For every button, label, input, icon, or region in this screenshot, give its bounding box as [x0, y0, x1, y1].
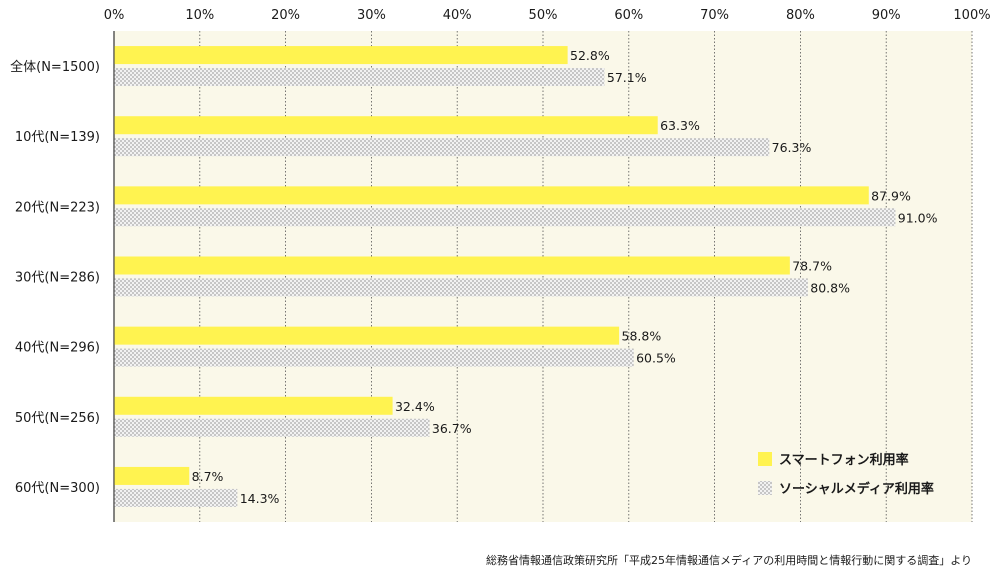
gridlines: [113, 31, 973, 522]
data-label: 63.3%: [660, 118, 700, 133]
source-note: 総務省情報通信政策研究所「平成25年情報通信メディアの利用時間と情報行動に関する…: [486, 553, 972, 567]
category-label: 60代(N=300): [15, 481, 100, 496]
data-label: 60.5%: [636, 351, 676, 366]
social-media-bar: [114, 68, 605, 87]
category-label: 30代(N=286): [15, 271, 100, 286]
legend-label: ソーシャルメディア利用率: [779, 481, 934, 497]
category-label: 10代(N=139): [15, 130, 100, 145]
legend-swatch-smartphone: [758, 452, 772, 466]
social-media-bar: [114, 138, 770, 157]
data-label: 80.8%: [810, 281, 850, 296]
data-label: 91.0%: [898, 210, 938, 225]
smartphone-bar: [114, 326, 620, 345]
legend-label: スマートフォン利用率: [779, 452, 909, 468]
category-label: 50代(N=256): [15, 411, 100, 426]
legend-swatch-social-media: [758, 481, 772, 495]
data-label: 8.7%: [192, 469, 224, 484]
data-label: 58.8%: [622, 329, 662, 344]
x-tick-label: 30%: [357, 8, 386, 23]
x-tick-label: 40%: [443, 8, 472, 23]
x-tick-label: 20%: [271, 8, 300, 23]
data-label: 78.7%: [792, 259, 832, 274]
bars: 52.8% 57.1% 63.3% 76.3% 87.9% 91.0% 78.7% 80.8%…: [114, 46, 938, 507]
smartphone-bar: [114, 116, 658, 135]
x-tick-label: 70%: [700, 8, 729, 23]
data-label: 36.7%: [432, 421, 472, 436]
category-labels: 全体(N=1500) 10代(N=139) 20代(N=223) 30代(N=286)…: [10, 59, 100, 496]
data-label: 32.4%: [395, 399, 435, 414]
x-tick-label: 100%: [953, 8, 990, 23]
data-label: 57.1%: [607, 70, 647, 85]
x-tick-label: 60%: [614, 8, 643, 23]
smartphone-bar: [114, 46, 568, 65]
x-tick-label: 0%: [104, 8, 125, 23]
category-label: 全体(N=1500): [10, 59, 100, 75]
data-label: 14.3%: [240, 491, 280, 506]
social-media-bar: [114, 418, 430, 437]
smartphone-bar: [114, 186, 869, 205]
x-tick-label: 10%: [185, 8, 214, 23]
category-label: 20代(N=223): [15, 200, 100, 215]
social-media-bar: [114, 488, 238, 507]
smartphone-bar: [114, 466, 190, 485]
x-tick-label: 50%: [529, 8, 558, 23]
data-label: 52.8%: [570, 48, 610, 63]
smartphone-bar: [114, 396, 393, 415]
data-label: 76.3%: [772, 140, 812, 155]
category-label: 40代(N=296): [15, 341, 100, 356]
data-label: 87.9%: [871, 188, 911, 203]
x-tick-label: 90%: [872, 8, 901, 23]
social-media-bar: [114, 348, 634, 367]
social-media-bar: [114, 208, 896, 227]
x-axis-ticks: 0% 10% 20% 30% 40% 50% 60% 70% 80% 90% 100%: [104, 8, 991, 23]
smartphone-bar: [114, 256, 790, 275]
x-tick-label: 80%: [786, 8, 815, 23]
social-media-bar: [114, 278, 808, 297]
